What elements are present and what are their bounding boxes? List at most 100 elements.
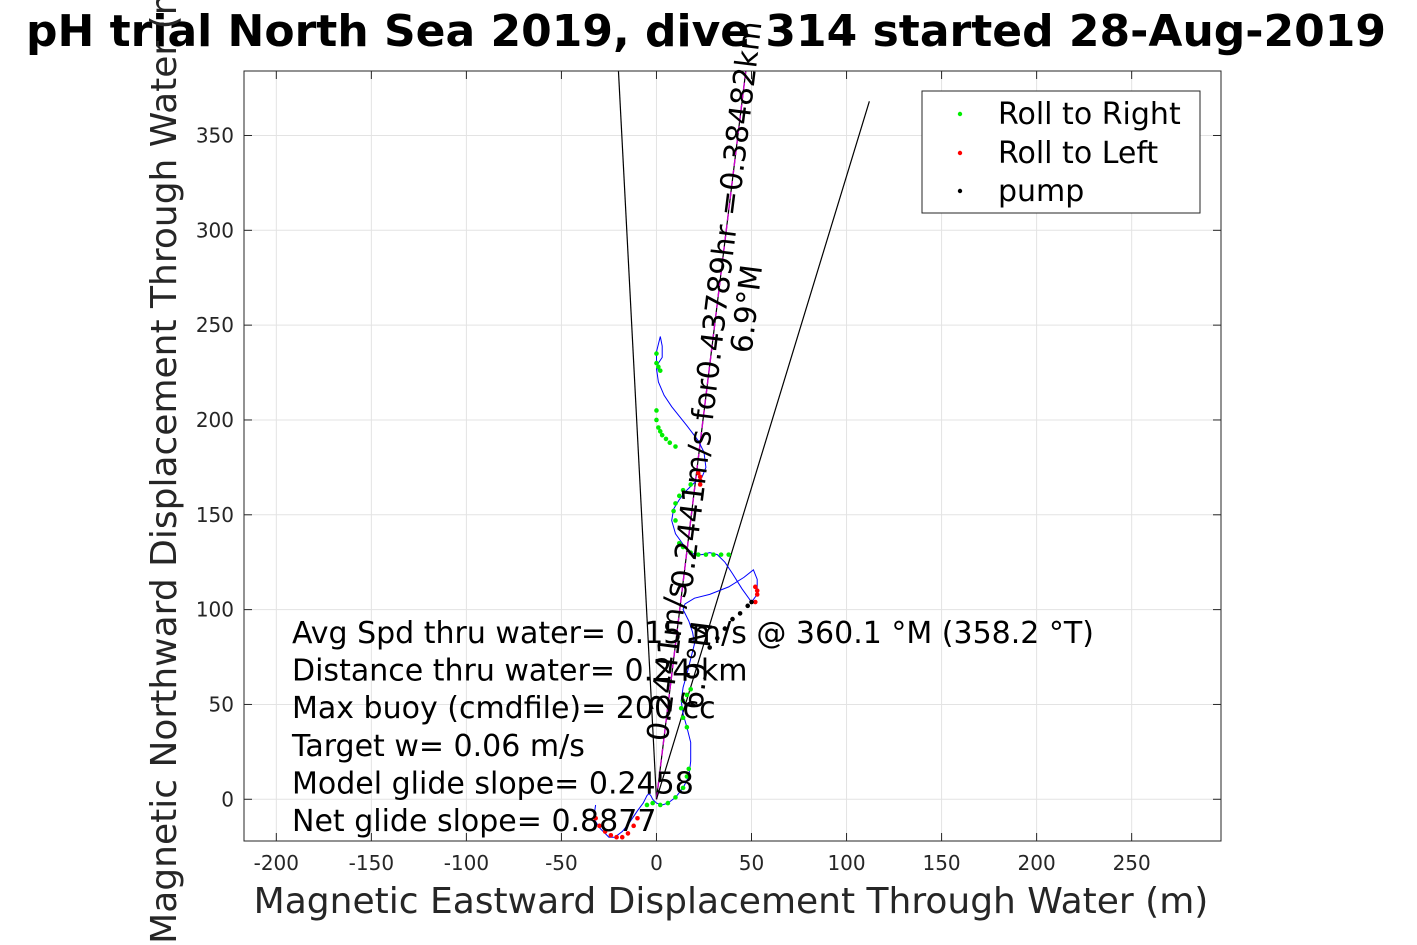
point-roll-to-right [659,432,665,438]
point-roll-to-left [753,599,758,605]
point-roll-to-left [593,815,598,821]
point-roll-to-left [619,834,625,840]
legend: Roll to Right Roll to Left pump [921,90,1201,214]
x-tick-label: 0 [650,851,663,875]
point-roll-to-left [754,588,760,593]
point-roll-to-right [673,444,678,449]
point-roll-to-right [684,774,690,779]
point-roll-to-right [657,802,663,808]
x-tick-label: -50 [545,851,578,875]
stats-line: Max buoy (cmdfile)= 200 cc [292,691,716,726]
point-roll-to-left [608,833,614,838]
track-line [593,336,758,838]
point-roll-to-right [663,436,669,442]
point-pump [714,635,720,641]
point-roll-to-right [656,425,661,430]
y-tick-label: 250 [196,313,234,337]
y-tick-label: 150 [196,503,234,527]
legend-label-roll-right: Roll to Right [998,97,1181,132]
legend-box [921,90,1201,214]
point-roll-to-right [703,552,709,557]
point-pump [745,603,751,609]
point-roll-to-left [631,823,636,829]
point-roll-to-right [686,766,692,772]
point-roll-to-right [684,692,690,698]
point-pump [730,616,735,622]
point-roll-to-right [657,429,663,434]
x-tick-label: 50 [739,851,764,875]
point-roll-to-left [597,823,602,829]
y-axis-label: Magnetic Northward Displacement Through … [144,0,185,944]
point-roll-to-right [680,698,686,703]
point-roll-to-right [680,487,686,493]
legend-label-pump: pump [998,174,1084,209]
point-roll-to-left [625,831,631,836]
point-roll-to-right [654,417,659,423]
point-roll-to-right [673,518,678,523]
plot-frame [243,70,1222,842]
y-tick-label: 100 [196,598,234,622]
point-roll-to-left [635,815,640,821]
point-roll-to-left [697,478,703,483]
x-tick-label: -200 [254,851,299,875]
point-roll-to-right [676,540,682,546]
point-roll-to-right [718,552,724,557]
heading-line [655,70,747,800]
point-roll-to-right [726,552,731,557]
y-tick-label: 50 [209,692,234,716]
point-roll-to-right [680,715,686,721]
x-axis-label: Magnetic Eastward Displacement Through W… [254,881,1209,922]
y-tick-label: 0 [221,787,234,811]
legend-label-roll-left: Roll to Left [998,136,1158,171]
legend-marker-roll-right [957,111,963,117]
chart-title: pH trial North Sea 2019, dive 314 starte… [26,6,1386,57]
point-roll-to-right [665,800,671,806]
point-roll-to-left [614,834,619,840]
x-tick-label: -150 [349,851,394,875]
point-pump [707,645,712,650]
current-line [655,101,870,800]
y-tick-label: 300 [196,218,234,242]
axis-ticks: -200 -150 -100 -50 0 50 100 150 200 250 0 50 100 150 2… [196,71,1221,875]
point-roll-to-right [678,705,684,711]
legend-marker-pump [957,188,963,194]
stats-line: Avg Spd thru water= 0.15 m/s @ 360.1 °M … [292,616,1094,651]
point-pump [749,599,754,605]
x-tick-label: 250 [1113,851,1151,875]
point-roll-to-right [676,493,682,499]
point-roll-to-right [671,508,676,514]
point-pump [722,626,728,631]
stats-line: Distance thru water= 0.24 km [292,654,747,689]
point-roll-to-right [657,368,663,373]
point-roll-to-right [688,482,693,487]
west-line [617,70,658,800]
stats-line: Net glide slope= 0.8877 [292,804,656,839]
x-tick-label: 100 [827,851,865,875]
point-roll-to-right [684,724,690,730]
y-tick-label: 350 [196,123,234,147]
point-roll-to-left [753,584,758,590]
point-roll-to-left [754,592,760,597]
y-tick-label: 200 [196,408,234,432]
x-tick-label: -100 [444,851,489,875]
legend-marker-roll-left [957,150,963,156]
point-roll-to-right [650,800,655,806]
point-roll-to-right [644,802,650,808]
data-series [593,336,760,840]
point-roll-to-right [656,364,661,370]
stats-block: Avg Spd thru water= 0.15 m/s @ 360.1 °M … [291,616,1094,839]
point-roll-to-right [695,552,701,557]
x-tick-label: 200 [1018,851,1056,875]
point-roll-to-right [680,785,686,791]
point-roll-to-left [602,829,608,834]
point-roll-to-right [688,686,693,692]
point-roll-to-left [695,470,701,476]
point-roll-to-right [680,544,686,550]
point-pump [737,611,743,616]
stats-line: Model glide slope= 0.2458 [292,766,694,801]
point-roll-to-right [667,440,673,446]
point-roll-to-left [697,474,703,480]
point-roll-to-right [673,501,678,506]
point-roll-to-right [688,550,693,556]
